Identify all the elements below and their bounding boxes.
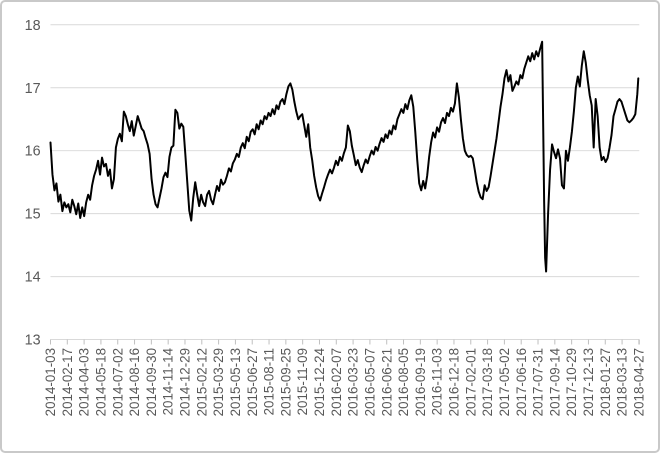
x-tick-label: 2017-12-13: [581, 348, 596, 416]
x-tick-label: 2016-11-03: [430, 348, 445, 415]
x-tick-label: 2014-04-03: [77, 348, 92, 416]
x-tick-label: 2014-02-17: [60, 348, 75, 416]
x-tick-label: 2017-10-29: [564, 348, 579, 416]
x-tick-label: 2016-02-07: [329, 348, 344, 416]
x-tick-label: 2017-05-02: [497, 348, 512, 416]
x-tick-label: 2016-03-23: [346, 348, 361, 416]
x-tick-label: 2014-11-14: [161, 347, 176, 415]
x-tick-label: 2016-08-05: [396, 348, 411, 416]
y-tick-label: 16: [25, 144, 41, 160]
x-tick-label: 2014-09-30: [144, 348, 159, 416]
x-tick-label: 2018-03-13: [615, 348, 630, 416]
y-tick-label: 13: [25, 333, 41, 349]
x-tick-label: 2017-06-16: [514, 348, 529, 416]
x-tick-label: 2014-05-18: [93, 348, 108, 416]
x-tick-label: 2018-04-27: [631, 348, 646, 416]
x-tick-label: 2014-12-29: [178, 348, 193, 416]
x-tick-label: 2015-08-11: [262, 348, 277, 415]
x-tick-label: 2015-11-09: [295, 348, 310, 415]
x-tick-label: 2016-12-18: [447, 348, 462, 416]
line-chart-canvas: 13 14 15 16 17 18 2014-01-03 2014-02-17 2014-04-…: [25, 18, 647, 417]
x-tick-label: 2015-09-25: [278, 348, 293, 416]
x-tick-label: 2014-01-03: [43, 348, 58, 416]
x-tick-label: 2017-02-01: [463, 348, 478, 416]
x-tick-label: 2015-12-24: [312, 347, 327, 416]
x-tick-label: 2015-03-29: [211, 348, 226, 416]
y-tick-label: 15: [25, 207, 41, 223]
x-tick-label: 2015-02-12: [194, 348, 209, 416]
y-tick-label: 18: [25, 18, 41, 34]
x-tick-label: 2017-03-18: [480, 348, 495, 416]
x-tick-label: 2016-05-07: [362, 348, 377, 416]
x-tick-label: 2014-08-16: [127, 348, 142, 416]
x-tick-label: 2017-09-14: [547, 347, 562, 416]
x-tick-label: 2016-06-21: [379, 348, 394, 416]
y-tick-label: 14: [25, 270, 41, 286]
x-tick-label: 2015-05-13: [228, 348, 243, 416]
x-tick-label: 2016-09-19: [413, 348, 428, 416]
series-line: [49, 40, 640, 273]
x-tick-label: 2017-07-31: [531, 348, 546, 416]
y-tick-label: 17: [25, 81, 41, 97]
x-tick-label: 2014-07-02: [110, 348, 125, 416]
x-tick-label: 2018-01-27: [598, 348, 613, 416]
x-tick-label: 2015-06-27: [245, 348, 260, 416]
